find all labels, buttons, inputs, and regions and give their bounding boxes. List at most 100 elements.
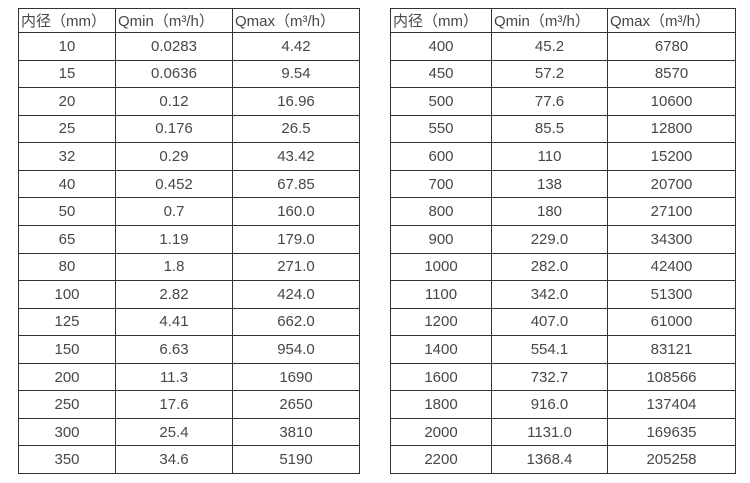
table-row: 15 0.0636 9.54 — [18, 59, 360, 89]
table-cell: 25.4 — [115, 417, 233, 447]
table-row: 125 4.41 662.0 — [18, 307, 360, 337]
table-cell: 0.0636 — [115, 59, 233, 89]
table-cell: 1.8 — [115, 252, 233, 282]
table-cell: 45.2 — [491, 32, 608, 61]
table-cell: 342.0 — [491, 280, 608, 309]
table-row: 2000 1131.0 169635 — [390, 417, 736, 447]
table-cell: 205258 — [607, 445, 736, 474]
table-cell: 407.0 — [491, 307, 608, 337]
table-cell: 1100 — [390, 280, 492, 309]
table-row: 400 45.2 6780 — [390, 32, 736, 61]
table-cell: 34.6 — [115, 445, 233, 474]
table-cell: 400 — [390, 32, 492, 61]
table-cell: 0.176 — [115, 114, 233, 144]
table-row: 350 34.6 5190 — [18, 445, 360, 474]
table-cell: 0.452 — [115, 169, 233, 199]
table-cell: 20 — [18, 87, 116, 116]
column-header-diameter: 内径（mm） — [18, 8, 116, 33]
table-cell: 0.29 — [115, 142, 233, 171]
table-cell: 554.1 — [491, 335, 608, 364]
table-row: 1200 407.0 61000 — [390, 307, 736, 337]
table-cell: 350 — [18, 445, 116, 474]
table-cell: 2.82 — [115, 280, 233, 309]
table-cell: 1600 — [390, 362, 492, 392]
table-row: 800 180 27100 — [390, 197, 736, 226]
table-row: 300 25.4 3810 — [18, 417, 360, 447]
table-cell: 1131.0 — [491, 417, 608, 447]
table-cell: 4.41 — [115, 307, 233, 337]
table-cell: 2000 — [390, 417, 492, 447]
table-row: 250 17.6 2650 — [18, 390, 360, 419]
table-cell: 250 — [18, 390, 116, 419]
column-header-qmin: Qmin（m³/h） — [115, 8, 233, 33]
table-cell: 15200 — [607, 142, 736, 171]
table-cell: 10600 — [607, 87, 736, 116]
table-cell: 125 — [18, 307, 116, 337]
table-cell: 6.63 — [115, 335, 233, 364]
table-row: 100 2.82 424.0 — [18, 280, 360, 309]
table-cell: 550 — [390, 114, 492, 144]
table-row: 1600 732.7 108566 — [390, 362, 736, 392]
table-cell: 900 — [390, 224, 492, 254]
table-row: 80 1.8 271.0 — [18, 252, 360, 282]
table-cell: 6780 — [607, 32, 736, 61]
table-row: 50 0.7 160.0 — [18, 197, 360, 226]
table-cell: 61000 — [607, 307, 736, 337]
table-row: 550 85.5 12800 — [390, 114, 736, 144]
table-cell: 11.3 — [115, 362, 233, 392]
table-cell: 282.0 — [491, 252, 608, 282]
table-cell: 700 — [390, 169, 492, 199]
table-row: 1000 282.0 42400 — [390, 252, 736, 282]
flow-table-right: 内径（mm） Qmin（m³/h） Qmax（m³/h） 400 45.2 6780… — [390, 8, 736, 474]
table-cell: 954.0 — [232, 335, 360, 364]
table-cell: 200 — [18, 362, 116, 392]
table-cell: 67.85 — [232, 169, 360, 199]
table-cell: 662.0 — [232, 307, 360, 337]
table-row: 40 0.452 67.85 — [18, 169, 360, 199]
table-cell: 43.42 — [232, 142, 360, 171]
table-cell: 85.5 — [491, 114, 608, 144]
table-cell: 25 — [18, 114, 116, 144]
table-row: 10 0.0283 4.42 — [18, 32, 360, 61]
table-cell: 83121 — [607, 335, 736, 364]
table-cell: 20700 — [607, 169, 736, 199]
table-cell: 27100 — [607, 197, 736, 226]
table-cell: 1200 — [390, 307, 492, 337]
table-cell: 16.96 — [232, 87, 360, 116]
table-cell: 10 — [18, 32, 116, 61]
table-cell: 15 — [18, 59, 116, 89]
table-row: 1800 916.0 137404 — [390, 390, 736, 419]
table-cell: 229.0 — [491, 224, 608, 254]
table-cell: 300 — [18, 417, 116, 447]
table-cell: 77.6 — [491, 87, 608, 116]
table-cell: 110 — [491, 142, 608, 171]
table-cell: 424.0 — [232, 280, 360, 309]
table-cell: 17.6 — [115, 390, 233, 419]
table-cell: 42400 — [607, 252, 736, 282]
table-row: 2200 1368.4 205258 — [390, 445, 736, 474]
table-row: 32 0.29 43.42 — [18, 142, 360, 171]
table-row: 65 1.19 179.0 — [18, 224, 360, 254]
table-cell: 1800 — [390, 390, 492, 419]
table-cell: 450 — [390, 59, 492, 89]
table-cell: 1690 — [232, 362, 360, 392]
table-cell: 80 — [18, 252, 116, 282]
table-cell: 500 — [390, 87, 492, 116]
table-cell: 271.0 — [232, 252, 360, 282]
header-row: 内径（mm） Qmin（m³/h） Qmax（m³/h） — [18, 8, 360, 33]
table-cell: 800 — [390, 197, 492, 226]
table-cell: 0.12 — [115, 87, 233, 116]
table-cell: 9.54 — [232, 59, 360, 89]
table-body: 10 0.0283 4.42 15 0.0636 9.54 20 0.12 16.96 25 0.1… — [18, 32, 360, 474]
table-cell: 3810 — [232, 417, 360, 447]
table-body: 400 45.2 6780 450 57.2 8570 500 77.6 10600 550 85.… — [390, 32, 736, 474]
table-cell: 4.42 — [232, 32, 360, 61]
table-cell: 732.7 — [491, 362, 608, 392]
table-cell: 26.5 — [232, 114, 360, 144]
table-cell: 57.2 — [491, 59, 608, 89]
table-cell: 65 — [18, 224, 116, 254]
table-cell: 1.19 — [115, 224, 233, 254]
table-cell: 137404 — [607, 390, 736, 419]
table-cell: 32 — [18, 142, 116, 171]
